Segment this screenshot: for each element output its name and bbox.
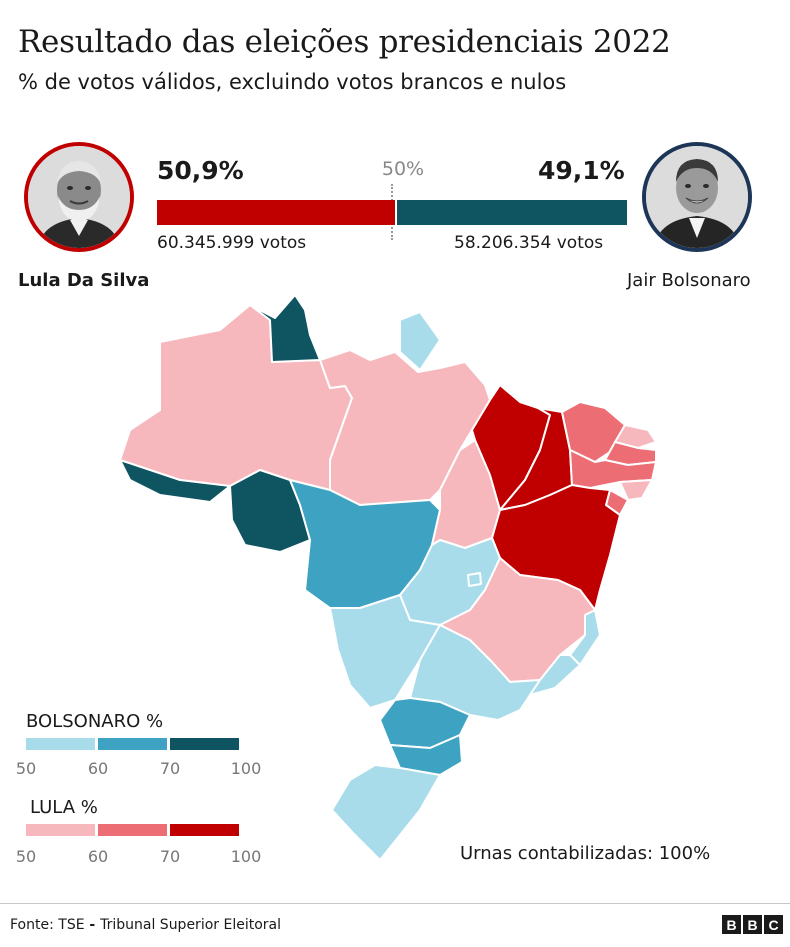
source-separator: - bbox=[84, 917, 101, 933]
lula-votes: 60.345.999 votos bbox=[157, 233, 307, 253]
bar-divider bbox=[395, 200, 397, 225]
result-bar bbox=[157, 200, 627, 225]
legend-lula-tick: 70 bbox=[159, 847, 181, 866]
bolsonaro-bar bbox=[396, 200, 627, 225]
legend-bolsonaro-title: BOLSONARO % bbox=[26, 711, 164, 732]
bbc-logo-letter: B bbox=[722, 915, 741, 934]
state-rio-de-janeiro bbox=[529, 654, 581, 696]
page-subtitle: % de votos válidos, excluindo votos bran… bbox=[18, 70, 567, 94]
legend-lula-swatch-1 bbox=[26, 824, 95, 836]
state-amazonas bbox=[119, 304, 353, 491]
legend-bolsonaro-swatch-1 bbox=[26, 738, 95, 750]
state-amapa bbox=[399, 311, 441, 371]
bbc-logo-letter: C bbox=[764, 915, 783, 934]
brazil-states-map bbox=[119, 294, 657, 861]
legend-lula-swatch-3 bbox=[170, 824, 239, 836]
state-para bbox=[319, 349, 491, 506]
legend-lula-title: LULA % bbox=[30, 797, 98, 818]
bolsonaro-portrait bbox=[642, 142, 752, 252]
legend-bolsonaro-tick: 100 bbox=[230, 759, 262, 778]
source-name: Tribunal Superior Eleitoral bbox=[100, 917, 281, 933]
source-note: Fonte: TSE - Tribunal Superior Eleitoral bbox=[10, 917, 281, 933]
bolsonaro-votes: 58.206.354 votos bbox=[454, 233, 604, 253]
state-rio-grande-do-norte bbox=[614, 424, 657, 449]
bbc-logo-letter: B bbox=[743, 915, 762, 934]
bolsonaro-name: Jair Bolsonaro bbox=[627, 270, 751, 291]
legend-lula-tick: 50 bbox=[15, 847, 37, 866]
legend-bolsonaro-tick: 50 bbox=[15, 759, 37, 778]
state-acre bbox=[119, 459, 231, 503]
source-label: Fonte: TSE bbox=[10, 917, 85, 933]
state-alagoas bbox=[619, 479, 653, 501]
ballots-counted-status: Urnas contabilizadas: 100% bbox=[460, 843, 711, 864]
lula-name: Lula Da Silva bbox=[18, 270, 150, 291]
lula-bar bbox=[157, 200, 396, 225]
state-distrito-federal bbox=[467, 572, 482, 587]
legend-lula-swatch-2 bbox=[98, 824, 167, 836]
legend-lula-tick: 100 bbox=[230, 847, 262, 866]
bolsonaro-percentage: 49,1% bbox=[538, 156, 625, 185]
lula-portrait bbox=[24, 142, 134, 252]
bbc-logo: B B C bbox=[722, 915, 783, 934]
legend-lula-tick: 60 bbox=[87, 847, 109, 866]
lula-percentage: 50,9% bbox=[157, 156, 244, 185]
midpoint-label: 50% bbox=[381, 158, 425, 180]
legend-bolsonaro-swatch-3 bbox=[170, 738, 239, 750]
legend-bolsonaro-swatch-2 bbox=[98, 738, 167, 750]
state-roraima bbox=[249, 294, 321, 363]
footer-divider bbox=[0, 903, 790, 904]
state-rio-grande-do-sul bbox=[331, 764, 441, 861]
legend-bolsonaro-tick: 70 bbox=[159, 759, 181, 778]
legend-bolsonaro-tick: 60 bbox=[87, 759, 109, 778]
page-title: Resultado das eleições presidenciais 202… bbox=[18, 24, 671, 60]
